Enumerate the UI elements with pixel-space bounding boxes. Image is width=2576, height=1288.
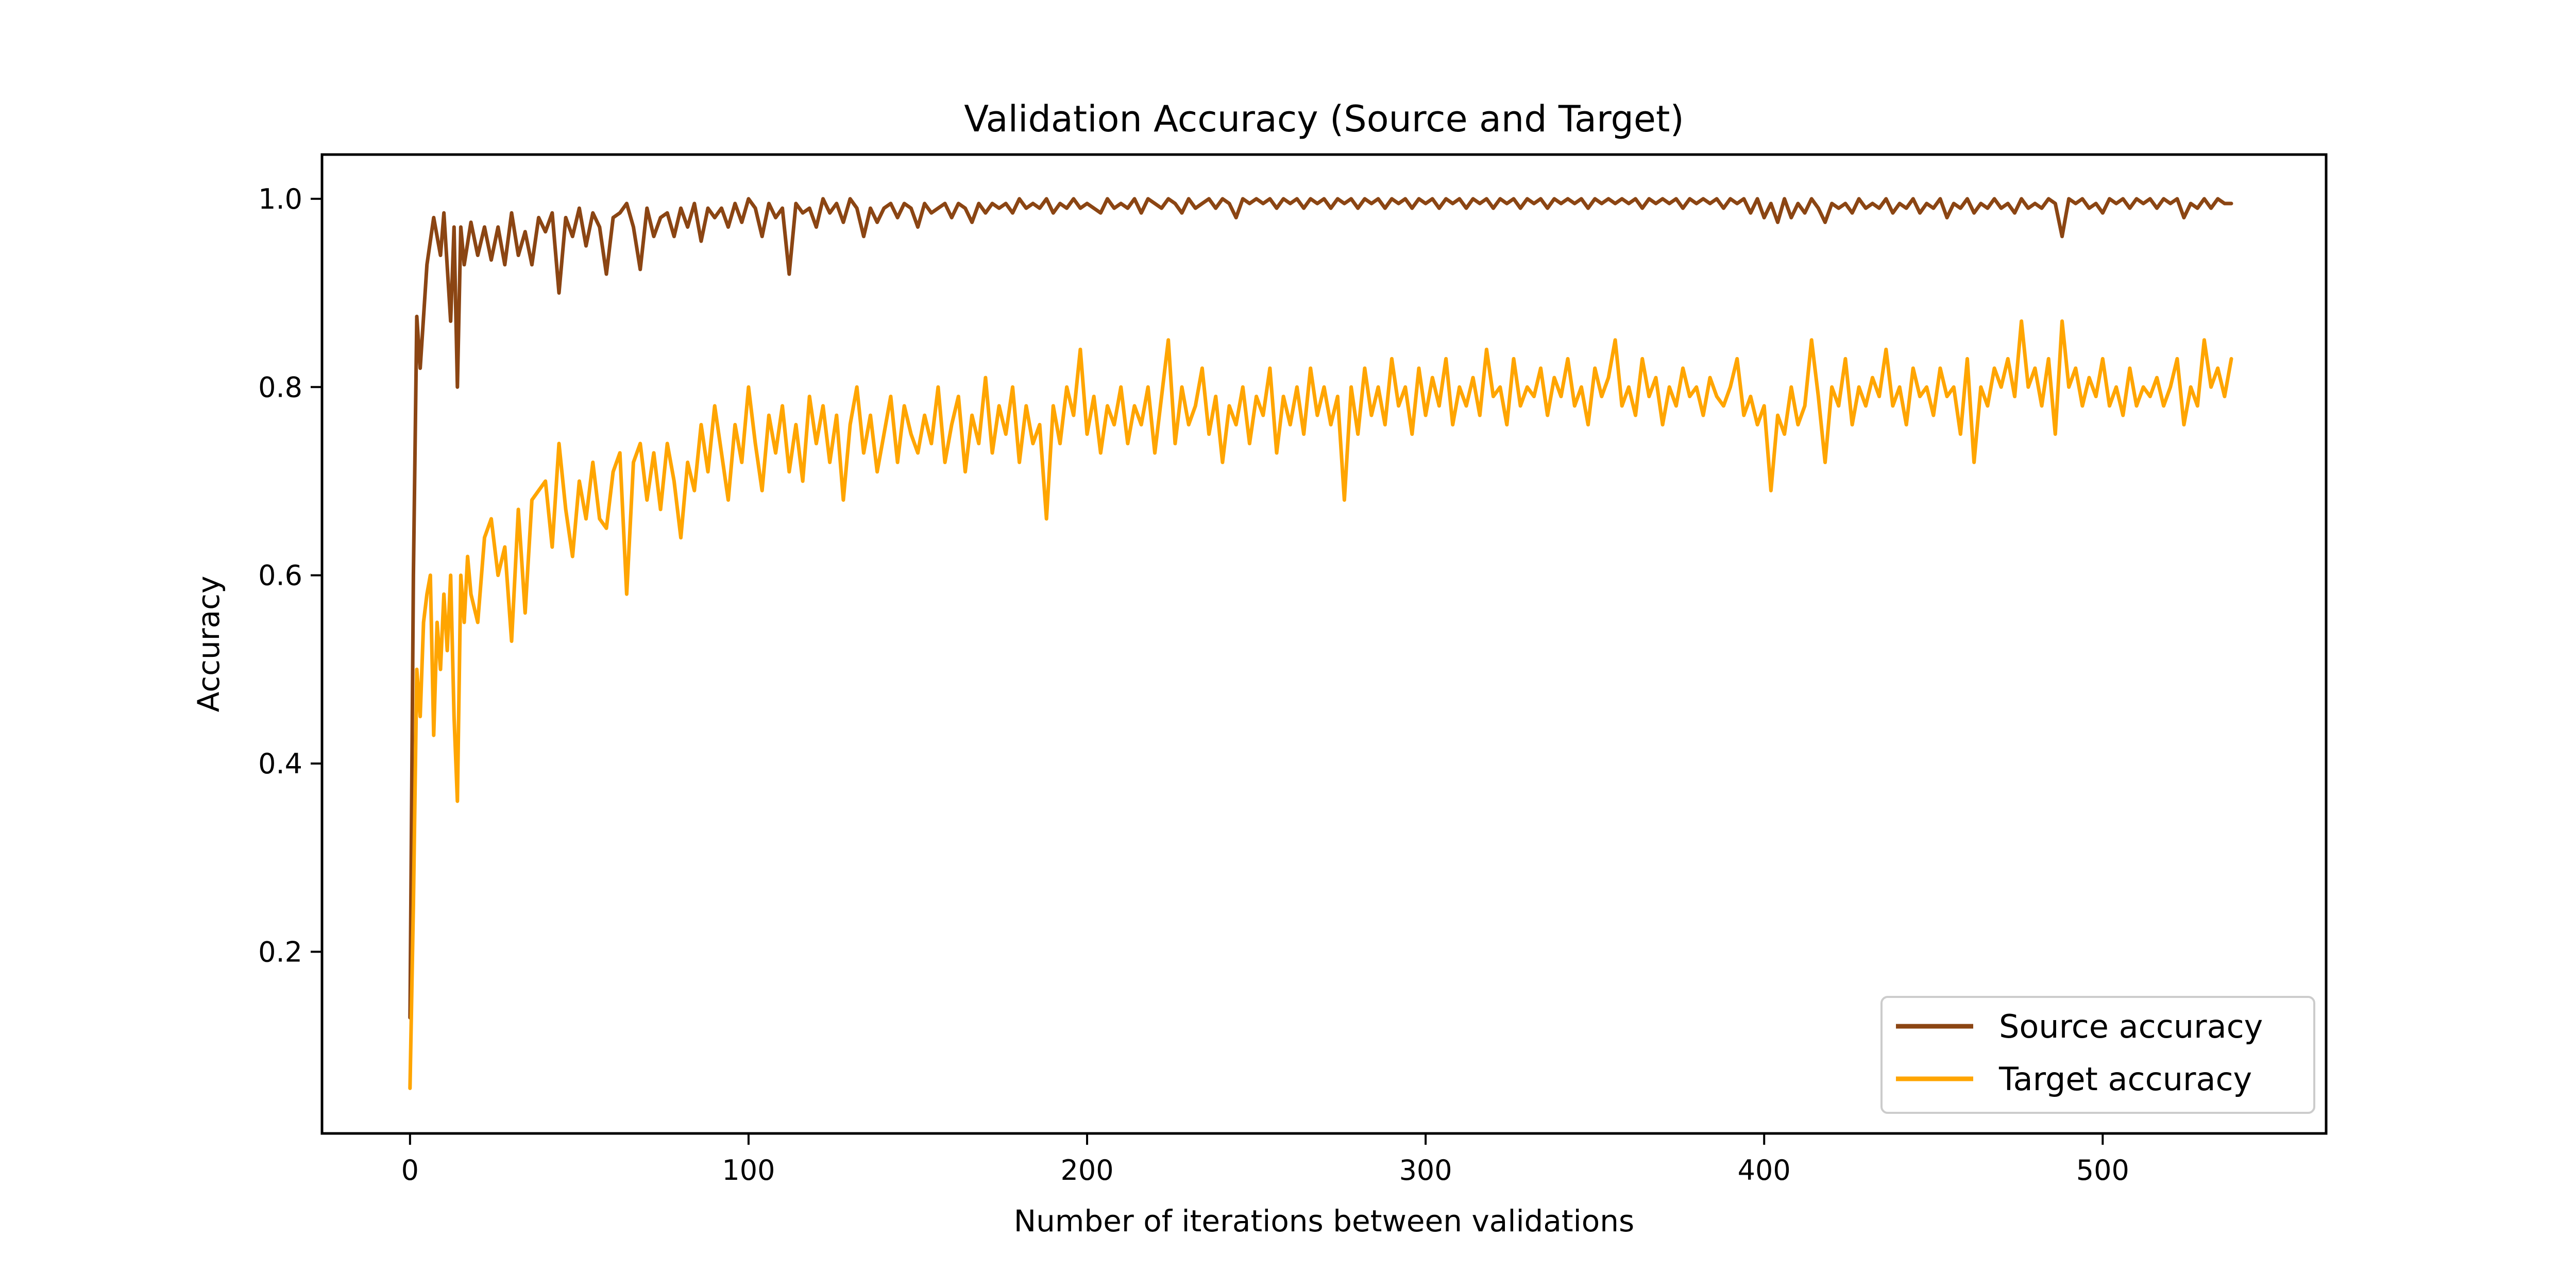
- x-tick-label: 500: [2076, 1154, 2129, 1187]
- legend-label-source: Source accuracy: [1999, 1008, 2263, 1045]
- series-lines: [408, 197, 2233, 1090]
- x-tick-label: 200: [1060, 1154, 1113, 1187]
- y-tick-label: 0.6: [258, 560, 302, 592]
- y-axis-ticks: 0.2 0.4 0.6 0.8 1.0: [258, 183, 322, 968]
- x-tick-label: 100: [722, 1154, 775, 1187]
- x-tick-label: 400: [1738, 1154, 1791, 1187]
- plot-frame: [320, 153, 2328, 1135]
- y-axis-label: Accuracy: [191, 576, 226, 713]
- x-axis-label: Number of iterations between validations: [1014, 1204, 1634, 1239]
- series-line-source-accuracy: [408, 197, 2233, 1020]
- y-tick-label: 0.8: [258, 371, 302, 403]
- y-tick-label: 1.0: [258, 183, 302, 215]
- legend-box: [1880, 996, 2315, 1114]
- y-tick-label: 0.2: [258, 936, 302, 968]
- legend-label-target: Target accuracy: [1998, 1060, 2252, 1098]
- x-axis-ticks: 0 100 200 300 400 500: [401, 1133, 2129, 1187]
- series-line-target-accuracy: [408, 319, 2233, 1090]
- y-tick-label: 0.4: [258, 748, 302, 780]
- x-tick-label: 0: [401, 1154, 419, 1187]
- chart-title: Validation Accuracy (Source and Target): [964, 98, 1684, 140]
- x-tick-label: 300: [1399, 1154, 1452, 1187]
- legend: Source accuracy Target accuracy: [1880, 996, 2315, 1114]
